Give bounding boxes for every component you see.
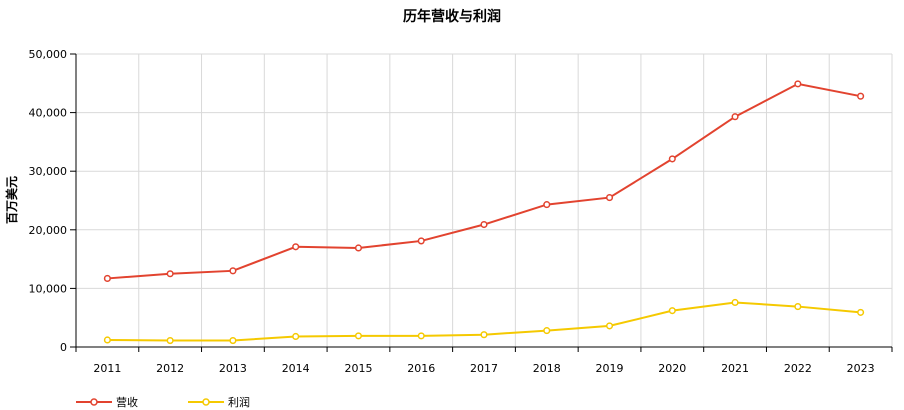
legend: 营收 利润	[76, 394, 300, 410]
x-tick-label: 2011	[93, 362, 121, 375]
y-tick-label: 10,000	[29, 282, 68, 295]
data-point-profit	[229, 337, 237, 345]
legend-item-profit[interactable]: 利润	[188, 394, 250, 410]
data-point-revenue	[543, 201, 551, 209]
x-tick-label: 2012	[156, 362, 184, 375]
data-point-revenue	[229, 267, 237, 275]
data-point-revenue	[166, 270, 174, 278]
data-point-revenue	[857, 92, 865, 100]
data-point-profit	[794, 303, 802, 311]
x-tick-label: 2022	[784, 362, 812, 375]
grid-lines	[76, 53, 893, 347]
data-point-profit	[417, 332, 425, 340]
chart-title: 历年营收与利润	[403, 9, 501, 25]
data-point-profit	[103, 336, 111, 344]
axes: 0 10,000 20,000 30,000 40,000 50,000 2011 2012 2…	[29, 48, 893, 375]
data-point-profit	[480, 331, 488, 339]
x-tick-label: 2013	[219, 362, 247, 375]
y-tick-label: 20,000	[29, 224, 68, 237]
data-point-revenue	[731, 113, 739, 121]
data-point-profit	[166, 337, 174, 345]
data-point-profit	[543, 327, 551, 335]
x-tick-label: 2023	[847, 362, 875, 375]
legend-label-revenue: 营收	[116, 396, 138, 409]
x-tick-label: 2021	[721, 362, 749, 375]
data-point-revenue	[354, 244, 363, 252]
x-tick-label: 2018	[533, 362, 561, 375]
data-point-revenue	[605, 194, 614, 202]
y-tick-label: 30,000	[29, 165, 68, 178]
y-tick-label: 40,000	[29, 107, 68, 120]
x-tick-label: 2015	[344, 362, 372, 375]
legend-label-profit: 利润	[228, 396, 250, 409]
data-point-profit	[292, 332, 300, 341]
data-point-profit	[668, 307, 676, 315]
x-tick-label: 2016	[407, 362, 435, 375]
data-point-revenue	[103, 274, 111, 282]
data-point-revenue	[417, 237, 425, 245]
data-point-revenue	[480, 220, 488, 229]
x-tick-label: 2020	[658, 362, 686, 375]
x-tick-label: 2014	[282, 362, 310, 375]
y-tick-label: 0	[60, 341, 67, 354]
data-point-revenue	[292, 243, 300, 251]
data-point-profit	[605, 322, 614, 330]
x-tick-label: 2019	[596, 362, 624, 375]
legend-item-revenue[interactable]: 营收	[76, 394, 138, 410]
data-point-revenue	[668, 155, 676, 163]
series-group	[103, 80, 865, 345]
data-point-profit	[857, 308, 865, 316]
y-tick-label: 50,000	[29, 48, 68, 61]
x-tick-label: 2017	[470, 362, 498, 375]
data-point-revenue	[794, 80, 802, 88]
data-point-profit	[731, 298, 739, 307]
legend-swatch-profit	[188, 398, 224, 406]
legend-swatch-revenue	[76, 398, 112, 406]
data-point-profit	[354, 332, 363, 340]
